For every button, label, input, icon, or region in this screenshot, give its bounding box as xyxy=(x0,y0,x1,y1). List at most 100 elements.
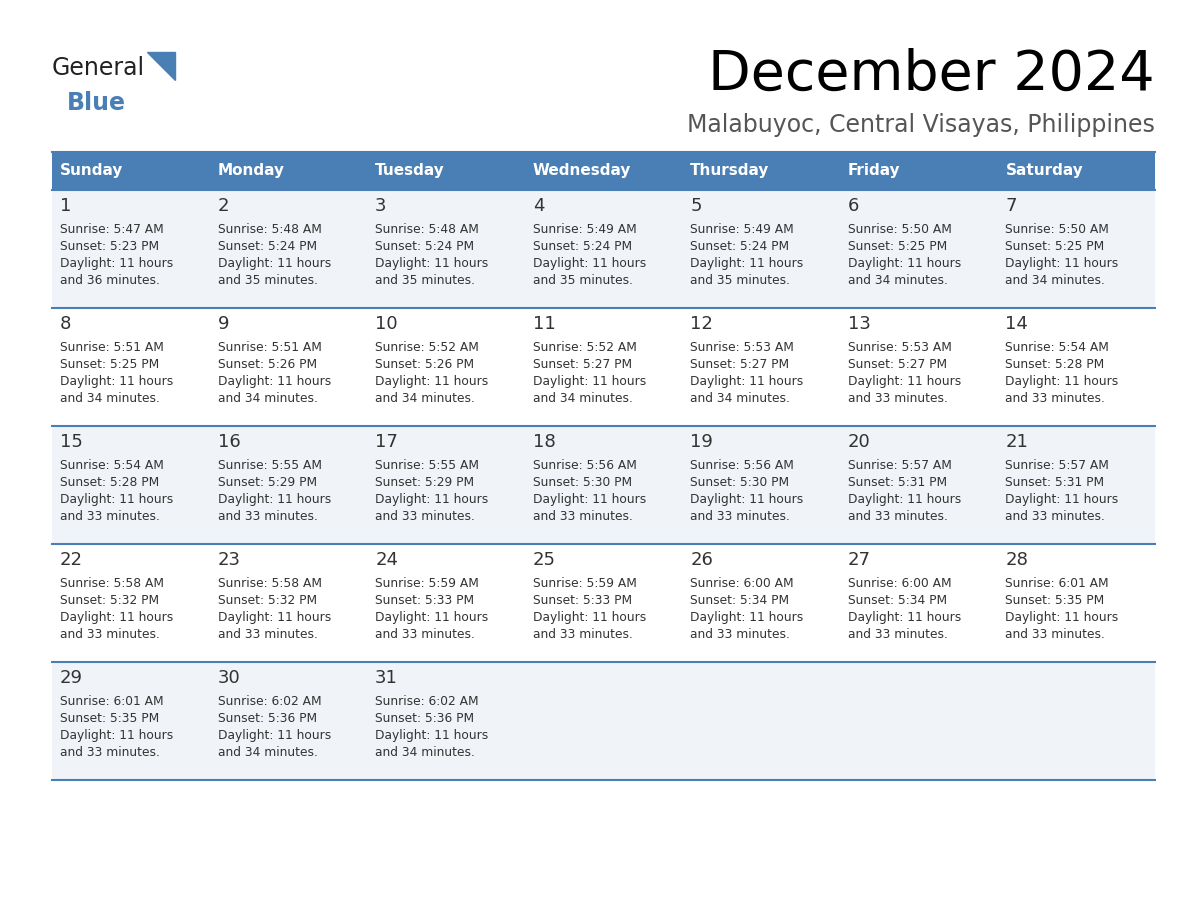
Text: and 33 minutes.: and 33 minutes. xyxy=(61,746,160,759)
Text: Daylight: 11 hours: Daylight: 11 hours xyxy=(217,729,330,742)
Text: 30: 30 xyxy=(217,669,240,687)
Text: and 33 minutes.: and 33 minutes. xyxy=(1005,510,1105,523)
Text: Sunrise: 5:53 AM: Sunrise: 5:53 AM xyxy=(848,341,952,354)
Text: Daylight: 11 hours: Daylight: 11 hours xyxy=(848,257,961,270)
Text: Sunset: 5:25 PM: Sunset: 5:25 PM xyxy=(61,358,159,371)
Text: Daylight: 11 hours: Daylight: 11 hours xyxy=(532,493,646,506)
Text: and 34 minutes.: and 34 minutes. xyxy=(375,392,475,405)
Text: 1: 1 xyxy=(61,197,71,215)
Text: Sunset: 5:32 PM: Sunset: 5:32 PM xyxy=(217,594,317,607)
Bar xyxy=(367,544,525,662)
Text: Daylight: 11 hours: Daylight: 11 hours xyxy=(690,257,803,270)
Text: and 33 minutes.: and 33 minutes. xyxy=(217,628,317,641)
Bar xyxy=(525,662,682,780)
Bar xyxy=(209,426,367,544)
Bar xyxy=(367,308,525,426)
Text: Daylight: 11 hours: Daylight: 11 hours xyxy=(375,375,488,388)
Text: Sunrise: 5:56 AM: Sunrise: 5:56 AM xyxy=(690,459,794,472)
Text: Sunset: 5:26 PM: Sunset: 5:26 PM xyxy=(217,358,317,371)
Text: and 33 minutes.: and 33 minutes. xyxy=(848,628,948,641)
Text: 23: 23 xyxy=(217,551,241,569)
Bar xyxy=(682,190,840,308)
Text: and 34 minutes.: and 34 minutes. xyxy=(1005,274,1105,287)
Text: and 33 minutes.: and 33 minutes. xyxy=(61,628,160,641)
Text: and 33 minutes.: and 33 minutes. xyxy=(1005,392,1105,405)
Bar xyxy=(52,662,209,780)
Text: Sunrise: 6:00 AM: Sunrise: 6:00 AM xyxy=(690,577,794,590)
Text: Sunrise: 6:02 AM: Sunrise: 6:02 AM xyxy=(217,695,321,708)
Text: Sunset: 5:27 PM: Sunset: 5:27 PM xyxy=(690,358,789,371)
Text: and 33 minutes.: and 33 minutes. xyxy=(1005,628,1105,641)
Text: Sunset: 5:28 PM: Sunset: 5:28 PM xyxy=(1005,358,1105,371)
Text: 4: 4 xyxy=(532,197,544,215)
Text: Sunrise: 5:59 AM: Sunrise: 5:59 AM xyxy=(532,577,637,590)
Text: and 33 minutes.: and 33 minutes. xyxy=(848,392,948,405)
Text: 14: 14 xyxy=(1005,315,1029,333)
Text: Sunrise: 5:59 AM: Sunrise: 5:59 AM xyxy=(375,577,479,590)
Text: and 33 minutes.: and 33 minutes. xyxy=(532,628,632,641)
Text: Daylight: 11 hours: Daylight: 11 hours xyxy=(690,493,803,506)
Text: 29: 29 xyxy=(61,669,83,687)
Text: Sunrise: 5:54 AM: Sunrise: 5:54 AM xyxy=(1005,341,1110,354)
Text: Daylight: 11 hours: Daylight: 11 hours xyxy=(61,729,173,742)
Text: Daylight: 11 hours: Daylight: 11 hours xyxy=(848,493,961,506)
Text: and 35 minutes.: and 35 minutes. xyxy=(690,274,790,287)
Text: and 33 minutes.: and 33 minutes. xyxy=(375,628,475,641)
Text: Sunrise: 5:49 AM: Sunrise: 5:49 AM xyxy=(690,223,794,236)
Text: and 33 minutes.: and 33 minutes. xyxy=(690,628,790,641)
Text: Daylight: 11 hours: Daylight: 11 hours xyxy=(61,493,173,506)
Bar xyxy=(367,152,525,190)
Text: Sunset: 5:34 PM: Sunset: 5:34 PM xyxy=(690,594,789,607)
Bar xyxy=(998,426,1155,544)
Text: Daylight: 11 hours: Daylight: 11 hours xyxy=(1005,493,1119,506)
Text: 21: 21 xyxy=(1005,433,1029,451)
Text: Sunset: 5:29 PM: Sunset: 5:29 PM xyxy=(217,476,317,489)
Text: Daylight: 11 hours: Daylight: 11 hours xyxy=(1005,611,1119,624)
Text: Sunrise: 5:56 AM: Sunrise: 5:56 AM xyxy=(532,459,637,472)
Bar xyxy=(840,152,998,190)
Bar xyxy=(525,544,682,662)
Text: Daylight: 11 hours: Daylight: 11 hours xyxy=(375,493,488,506)
Text: Daylight: 11 hours: Daylight: 11 hours xyxy=(375,611,488,624)
Text: Daylight: 11 hours: Daylight: 11 hours xyxy=(1005,375,1119,388)
Text: Sunset: 5:33 PM: Sunset: 5:33 PM xyxy=(375,594,474,607)
Text: Sunset: 5:24 PM: Sunset: 5:24 PM xyxy=(690,240,789,253)
Text: Sunrise: 5:58 AM: Sunrise: 5:58 AM xyxy=(217,577,322,590)
Text: Daylight: 11 hours: Daylight: 11 hours xyxy=(375,257,488,270)
Text: 10: 10 xyxy=(375,315,398,333)
Text: Daylight: 11 hours: Daylight: 11 hours xyxy=(61,375,173,388)
Text: December 2024: December 2024 xyxy=(708,48,1155,102)
Text: and 33 minutes.: and 33 minutes. xyxy=(375,510,475,523)
Text: and 34 minutes.: and 34 minutes. xyxy=(217,392,317,405)
Text: 28: 28 xyxy=(1005,551,1029,569)
Text: Daylight: 11 hours: Daylight: 11 hours xyxy=(848,611,961,624)
Bar xyxy=(682,662,840,780)
Bar xyxy=(209,544,367,662)
Text: 25: 25 xyxy=(532,551,556,569)
Bar xyxy=(998,152,1155,190)
Text: Sunrise: 5:57 AM: Sunrise: 5:57 AM xyxy=(1005,459,1110,472)
Text: 17: 17 xyxy=(375,433,398,451)
Text: and 35 minutes.: and 35 minutes. xyxy=(217,274,317,287)
Text: Daylight: 11 hours: Daylight: 11 hours xyxy=(532,257,646,270)
Text: and 34 minutes.: and 34 minutes. xyxy=(217,746,317,759)
Text: Sunrise: 5:48 AM: Sunrise: 5:48 AM xyxy=(375,223,479,236)
Bar xyxy=(682,426,840,544)
Text: Sunrise: 5:47 AM: Sunrise: 5:47 AM xyxy=(61,223,164,236)
Text: Sunset: 5:31 PM: Sunset: 5:31 PM xyxy=(848,476,947,489)
Text: Daylight: 11 hours: Daylight: 11 hours xyxy=(61,257,173,270)
Text: Sunset: 5:31 PM: Sunset: 5:31 PM xyxy=(1005,476,1105,489)
Text: Sunset: 5:24 PM: Sunset: 5:24 PM xyxy=(532,240,632,253)
Text: and 33 minutes.: and 33 minutes. xyxy=(217,510,317,523)
Bar xyxy=(52,426,209,544)
Text: Sunrise: 6:01 AM: Sunrise: 6:01 AM xyxy=(1005,577,1110,590)
Text: Wednesday: Wednesday xyxy=(532,163,631,178)
Text: 6: 6 xyxy=(848,197,859,215)
Bar xyxy=(367,190,525,308)
Text: and 33 minutes.: and 33 minutes. xyxy=(61,510,160,523)
Text: 27: 27 xyxy=(848,551,871,569)
Bar xyxy=(998,190,1155,308)
Text: Sunrise: 5:52 AM: Sunrise: 5:52 AM xyxy=(375,341,479,354)
Text: 8: 8 xyxy=(61,315,71,333)
Text: 5: 5 xyxy=(690,197,702,215)
